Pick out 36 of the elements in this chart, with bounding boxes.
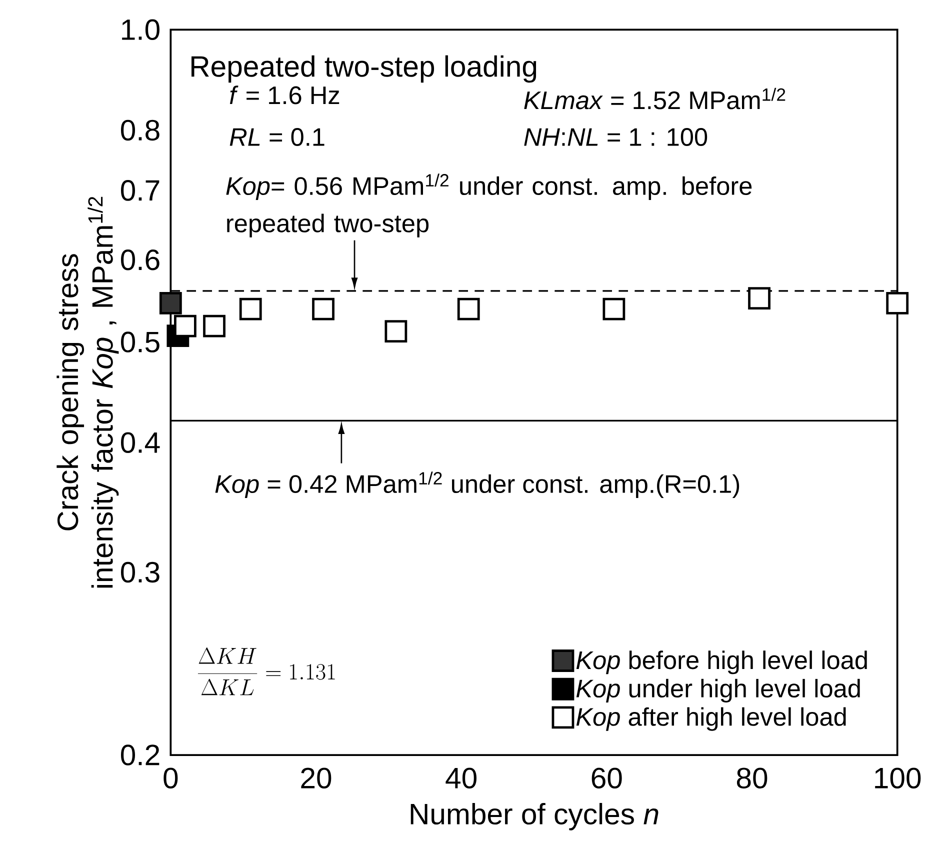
y-tick-label: 1.0	[122, 19, 160, 40]
point	[384, 320, 408, 343]
point	[239, 298, 262, 320]
point	[174, 314, 196, 338]
y-tick-label: 0.6	[120, 249, 160, 270]
annotation: NH:NL = 1 : 100	[524, 128, 708, 146]
x-tick-label: 40	[446, 768, 476, 788]
annotation: KLmax = 1.52 MPam$^{1/2}$	[524, 88, 786, 110]
point	[312, 298, 334, 320]
x-tick-label: 80	[736, 768, 768, 788]
annotation: RL = 0.1	[230, 128, 324, 146]
annotation: Repeated two-step loading	[192, 55, 536, 83]
legend-label: Kop after high level load	[576, 707, 846, 731]
y-tick-label: 0.7	[120, 180, 160, 201]
point	[203, 314, 226, 338]
y-tick-label: 0.8	[120, 120, 160, 141]
annotation: $\frac{\Delta KH}{\Delta KL} = 1.131$	[198, 647, 335, 696]
point	[886, 292, 909, 314]
x-tick-label: 0	[164, 768, 178, 788]
text: Kop= 0.56 MPam$^{1/2}$ under const. amp. before repeated two-step	[226, 174, 752, 238]
annotation: f = 1.6 Hz	[230, 86, 340, 104]
x-tick-label: 60	[592, 768, 622, 788]
point	[602, 298, 626, 320]
y-tick-label: 0.2	[120, 744, 160, 766]
y-tick-label: 0.3	[120, 562, 160, 583]
y-tick-label: 0.5	[120, 332, 160, 352]
x-axis-title: Number of cycles n	[410, 802, 658, 830]
point	[748, 287, 770, 310]
legend-label: Kop under high level load	[576, 678, 860, 703]
ref-line-label: Kop = 0.42 MPam$^{1/2}$ under const. amp.(R=0.1)	[215, 472, 740, 498]
legend-label: Kop before high level load	[576, 650, 867, 674]
x-tick-label: 100	[875, 768, 921, 788]
point	[457, 298, 480, 320]
y-tick-label: 0.4	[120, 432, 160, 453]
x-tick-label: 20	[301, 768, 332, 788]
point	[159, 292, 182, 314]
